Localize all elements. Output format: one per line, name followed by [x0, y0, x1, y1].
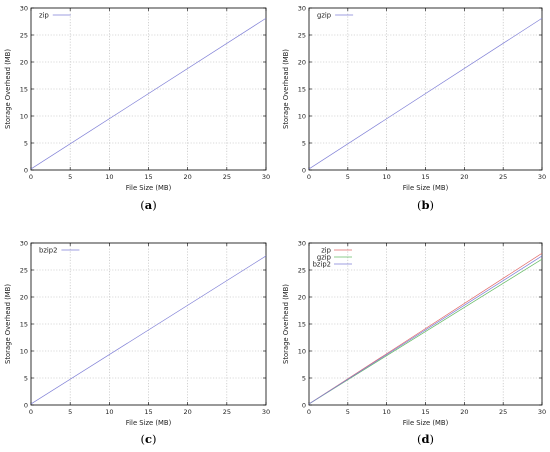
chart-panel-d: 0 5 10 15 20 25 30 0 5 10 15 20 25 30 File Size (MB) St… [282, 239, 546, 446]
y-tick-label: 5 [302, 374, 306, 382]
y-tick-label: 15 [20, 320, 28, 328]
y-tick-label: 0 [24, 401, 28, 409]
y-tick-label: 20 [298, 293, 306, 301]
x-tick-label: 20 [184, 408, 192, 416]
y-tick-label: 20 [298, 58, 306, 66]
y-tick-label: 20 [20, 293, 28, 301]
x-tick-label: 25 [223, 173, 231, 181]
chart-panel-c: 0 5 10 15 20 25 30 0 5 10 15 20 25 30 File Size (MB) St… [4, 239, 270, 446]
legend-label-gzip: gzip [317, 11, 331, 19]
y-tick-label: 15 [298, 85, 306, 93]
y-tick-label: 0 [302, 166, 306, 174]
y-tick-label: 25 [20, 266, 28, 274]
y-tick-label: 5 [24, 139, 28, 147]
panel-caption: (a) [140, 198, 156, 212]
y-tick-label: 5 [302, 139, 306, 147]
y-tick-label: 15 [298, 320, 306, 328]
x-axis-label: File Size (MB) [126, 419, 172, 427]
x-tick-label: 30 [262, 408, 270, 416]
legend-label-gzip: gzip [317, 253, 331, 261]
y-tick-label: 5 [24, 374, 28, 382]
y-tick-label: 0 [24, 166, 28, 174]
y-axis-label: Storage Overhead (MB) [4, 49, 12, 129]
x-tick-label: 25 [499, 408, 507, 416]
y-tick-label: 30 [298, 239, 306, 247]
y-tick-label: 25 [298, 266, 306, 274]
x-tick-label: 10 [105, 408, 113, 416]
y-tick-label: 20 [20, 58, 28, 66]
x-axis-label: File Size (MB) [403, 419, 449, 427]
y-tick-label: 30 [298, 4, 306, 12]
x-tick-label: 5 [68, 173, 72, 181]
y-tick-label: 0 [302, 401, 306, 409]
x-tick-label: 5 [346, 408, 350, 416]
chart-panel-b: 0 5 10 15 20 25 30 0 5 10 15 20 25 30 File Size (MB) St… [282, 4, 546, 212]
y-tick-label: 15 [20, 85, 28, 93]
x-tick-label: 0 [29, 408, 33, 416]
x-tick-label: 10 [383, 408, 391, 416]
x-tick-label: 15 [144, 173, 152, 181]
x-tick-label: 30 [538, 173, 546, 181]
legend-label-zip: zip [321, 246, 331, 254]
panel-caption: (d) [417, 432, 434, 446]
x-tick-label: 15 [421, 173, 429, 181]
y-axis-label: Storage Overhead (MB) [282, 49, 290, 129]
y-tick-label: 25 [20, 31, 28, 39]
series-line-zip [308, 252, 543, 405]
y-tick-label: 30 [20, 239, 28, 247]
x-tick-label: 25 [499, 173, 507, 181]
y-tick-label: 10 [20, 347, 28, 355]
x-tick-label: 20 [460, 408, 468, 416]
legend-label-zip: zip [39, 11, 49, 19]
legend-label-bzip2: bzip2 [39, 246, 57, 254]
x-tick-label: 30 [262, 173, 270, 181]
x-tick-label: 10 [383, 173, 391, 181]
series-line-zip [30, 17, 267, 170]
x-axis-label: File Size (MB) [126, 184, 172, 192]
x-tick-label: 0 [29, 173, 33, 181]
x-axis-label: File Size (MB) [403, 184, 449, 192]
chart-panel-a: 0 5 10 15 20 25 30 0 5 10 15 20 25 30 File Size (MB) St… [4, 4, 270, 212]
x-tick-label: 25 [223, 408, 231, 416]
y-tick-label: 30 [20, 4, 28, 12]
y-tick-label: 10 [20, 112, 28, 120]
series-line-bzip2 [30, 255, 267, 405]
x-tick-label: 30 [538, 408, 546, 416]
series-line-bzip2 [308, 255, 543, 405]
y-tick-label: 25 [298, 31, 306, 39]
panel-caption: (b) [417, 198, 434, 212]
y-axis-label: Storage Overhead (MB) [4, 284, 12, 364]
panel-caption: (c) [140, 432, 156, 446]
x-tick-label: 5 [68, 408, 72, 416]
x-tick-label: 0 [307, 408, 311, 416]
series-line-gzip [308, 258, 543, 405]
series-line-gzip [308, 17, 543, 170]
y-axis-label: Storage Overhead (MB) [282, 284, 290, 364]
x-tick-label: 15 [144, 408, 152, 416]
x-tick-label: 5 [346, 173, 350, 181]
x-tick-label: 0 [307, 173, 311, 181]
x-tick-label: 15 [421, 408, 429, 416]
y-tick-label: 10 [298, 347, 306, 355]
legend-label-bzip2: bzip2 [313, 260, 331, 268]
x-tick-label: 20 [460, 173, 468, 181]
x-tick-label: 10 [105, 173, 113, 181]
x-tick-label: 20 [184, 173, 192, 181]
y-tick-label: 10 [298, 112, 306, 120]
